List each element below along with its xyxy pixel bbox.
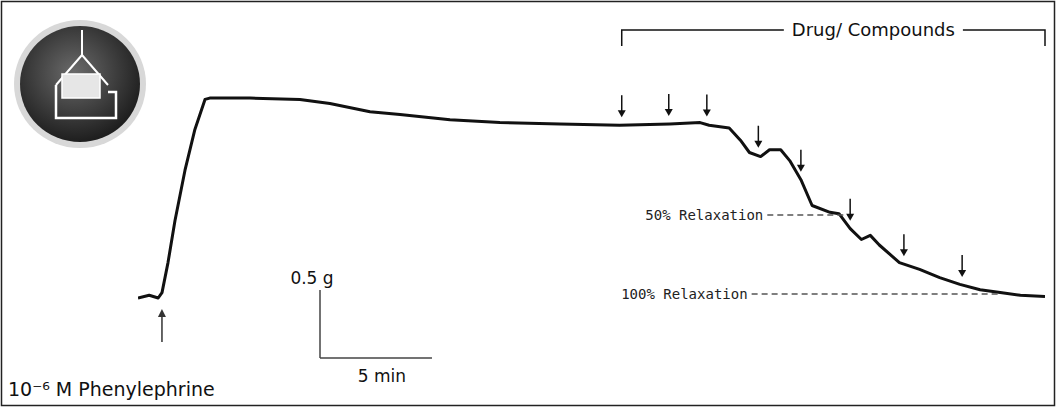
organ-bath-icon [14,20,146,148]
drug-arrow-head [618,110,626,117]
icon-line [81,30,83,55]
icon-tissue [62,74,100,98]
stimulus-arrow [161,316,163,342]
relaxation-line [752,293,1001,295]
scale-bar-y-label: 0.5 g [290,268,333,288]
icon-holder [56,85,116,118]
drug-arrow [903,234,905,250]
stimulus-label: 10⁻⁶ M Phenylephrine [8,378,215,400]
drug-arrow [758,126,760,142]
icon-body [20,26,140,142]
icon-rim [14,20,146,148]
stimulus-arrow-head [158,309,166,317]
drug-arrow-head [900,249,908,256]
drug-arrow-head [846,214,854,221]
relaxation-label: 50% Relaxation [645,207,763,223]
relaxation-line [767,214,850,216]
drug-arrow [849,199,851,215]
drug-arrow [961,255,963,271]
plot-area [138,98,1045,298]
drug-arrow-head [754,141,762,148]
drug-label-bg [784,18,963,41]
drug-arrow-head [665,109,673,116]
tension-trace [138,98,1045,298]
drug-arrow-head [797,165,805,172]
scale-bar-x-label: 5 min [358,366,406,386]
drug-arrow [621,95,623,111]
drug-arrow [706,95,708,111]
scale-bar-horizontal [320,357,432,359]
drug-arrow [668,94,670,110]
relaxation-label: 100% Relaxation [621,286,747,302]
drug-arrow [800,150,802,166]
chart-root: 50% Relaxation 100% Relaxation Drug/ Compo… [0,0,1056,407]
drug-arrow-head [958,270,966,277]
drug-arrow-head [703,110,711,117]
drug-label: Drug/ Compounds [792,19,955,40]
frame [2,2,1055,406]
scale-bar-vertical [319,290,321,358]
